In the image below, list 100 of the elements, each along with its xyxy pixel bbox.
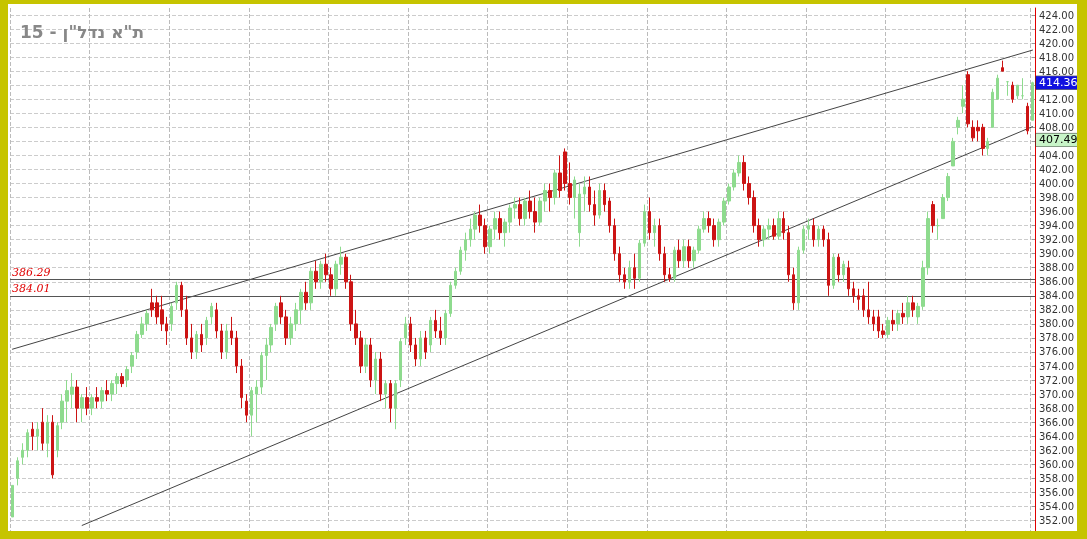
candlestick [588, 175, 591, 213]
candlestick [175, 281, 178, 311]
y-tick-label: 398.00 [1039, 192, 1074, 204]
candlestick [931, 200, 935, 234]
candlestick [51, 414, 54, 479]
candlestick [215, 302, 218, 339]
candlestick [1001, 60, 1004, 72]
candlestick [1026, 102, 1029, 135]
candlestick [956, 116, 960, 135]
candlestick [996, 74, 999, 100]
candlestick [16, 456, 19, 486]
y-tick-label: 368.00 [1039, 402, 1074, 414]
y-tick-label: 380.00 [1039, 318, 1074, 330]
candlestick [498, 211, 502, 241]
y-tick-label: 412.00 [1039, 93, 1074, 105]
candlestick [598, 183, 601, 220]
candlestick [792, 267, 795, 311]
candlestick [85, 386, 89, 416]
candlestick [797, 246, 800, 311]
candlestick [95, 386, 99, 409]
candlestick [394, 379, 397, 430]
y-tick-label: 386.00 [1039, 276, 1074, 288]
candlestick [255, 379, 258, 423]
candlestick [623, 267, 626, 290]
candlestick [673, 246, 676, 283]
candlestick [170, 302, 173, 332]
candlestick [782, 211, 785, 241]
candlestick [21, 442, 24, 465]
candlestick [419, 330, 422, 367]
candlestick [26, 428, 29, 458]
candlestick [319, 260, 323, 290]
candlestick [439, 316, 442, 346]
y-tick-label: 354.00 [1039, 500, 1074, 512]
text: ת"א נדל"ן - 15 [20, 22, 145, 42]
candlestick [11, 484, 14, 518]
candlestick [125, 365, 129, 388]
candlestick [389, 379, 392, 423]
candlestick [434, 309, 437, 339]
candlestick [404, 316, 407, 346]
candlestick [75, 379, 79, 423]
candlestick [966, 70, 970, 128]
candlestick [46, 414, 49, 458]
candlestick [593, 190, 596, 227]
y-tick-label: 422.00 [1039, 23, 1074, 35]
candlestick [190, 323, 193, 360]
candlestick [364, 337, 368, 374]
candlestick [1006, 81, 1009, 97]
y-tick-label: 388.00 [1039, 262, 1074, 274]
y-tick-label: 358.00 [1039, 472, 1074, 484]
candlestick [449, 281, 452, 318]
y-tick-label: 396.00 [1039, 206, 1074, 218]
candlestick [548, 183, 552, 213]
candlestick [454, 267, 457, 290]
candlestick [374, 351, 377, 395]
y-tick-label: 366.00 [1039, 416, 1074, 428]
candlestick [668, 267, 671, 283]
candlestick [961, 84, 965, 114]
text: 407.49 [1039, 133, 1078, 147]
candlestick [822, 225, 825, 248]
y-tick-label: 410.00 [1039, 107, 1074, 119]
y-tick-label: 408.00 [1039, 121, 1074, 133]
y-tick-label: 364.00 [1039, 430, 1074, 442]
candlestick [603, 183, 606, 213]
candlestick [911, 295, 915, 318]
candlestick [827, 232, 830, 297]
y-tick-label: 372.00 [1039, 374, 1074, 386]
candlestick [906, 295, 910, 325]
candlestick [36, 421, 39, 451]
y-tick-label: 374.00 [1039, 360, 1074, 372]
candlestick [867, 281, 870, 325]
candlestick [56, 421, 59, 458]
candlestick [220, 323, 223, 360]
candlestick [862, 288, 865, 318]
candlestick [1016, 84, 1019, 100]
candlestick [205, 316, 208, 346]
candlestick [872, 309, 875, 332]
candlestick [100, 386, 104, 409]
candlestick [663, 246, 666, 283]
candlestick [424, 330, 427, 360]
candlestick [379, 351, 382, 402]
candlestick [80, 393, 84, 423]
candlestick [384, 379, 387, 409]
candlestick [304, 281, 308, 311]
y-tick-label: 378.00 [1039, 332, 1074, 344]
candlestick [787, 225, 790, 283]
y-tick-label: 370.00 [1039, 388, 1074, 400]
candlestick [613, 218, 616, 262]
y-tick-label: 420.00 [1039, 37, 1074, 49]
candlestick [31, 421, 34, 451]
candlestick [772, 218, 776, 241]
y-tick-label: 382.00 [1039, 304, 1074, 316]
candlestick [240, 358, 243, 409]
candlestick [210, 302, 213, 325]
candlestick [41, 407, 44, 451]
ref-line-label: 386.29 [12, 265, 51, 279]
candlestick [518, 197, 522, 227]
candlestick [459, 246, 462, 276]
y-tick-label: 418.00 [1039, 51, 1074, 63]
candlestick [225, 323, 228, 360]
candlestick [414, 337, 417, 367]
